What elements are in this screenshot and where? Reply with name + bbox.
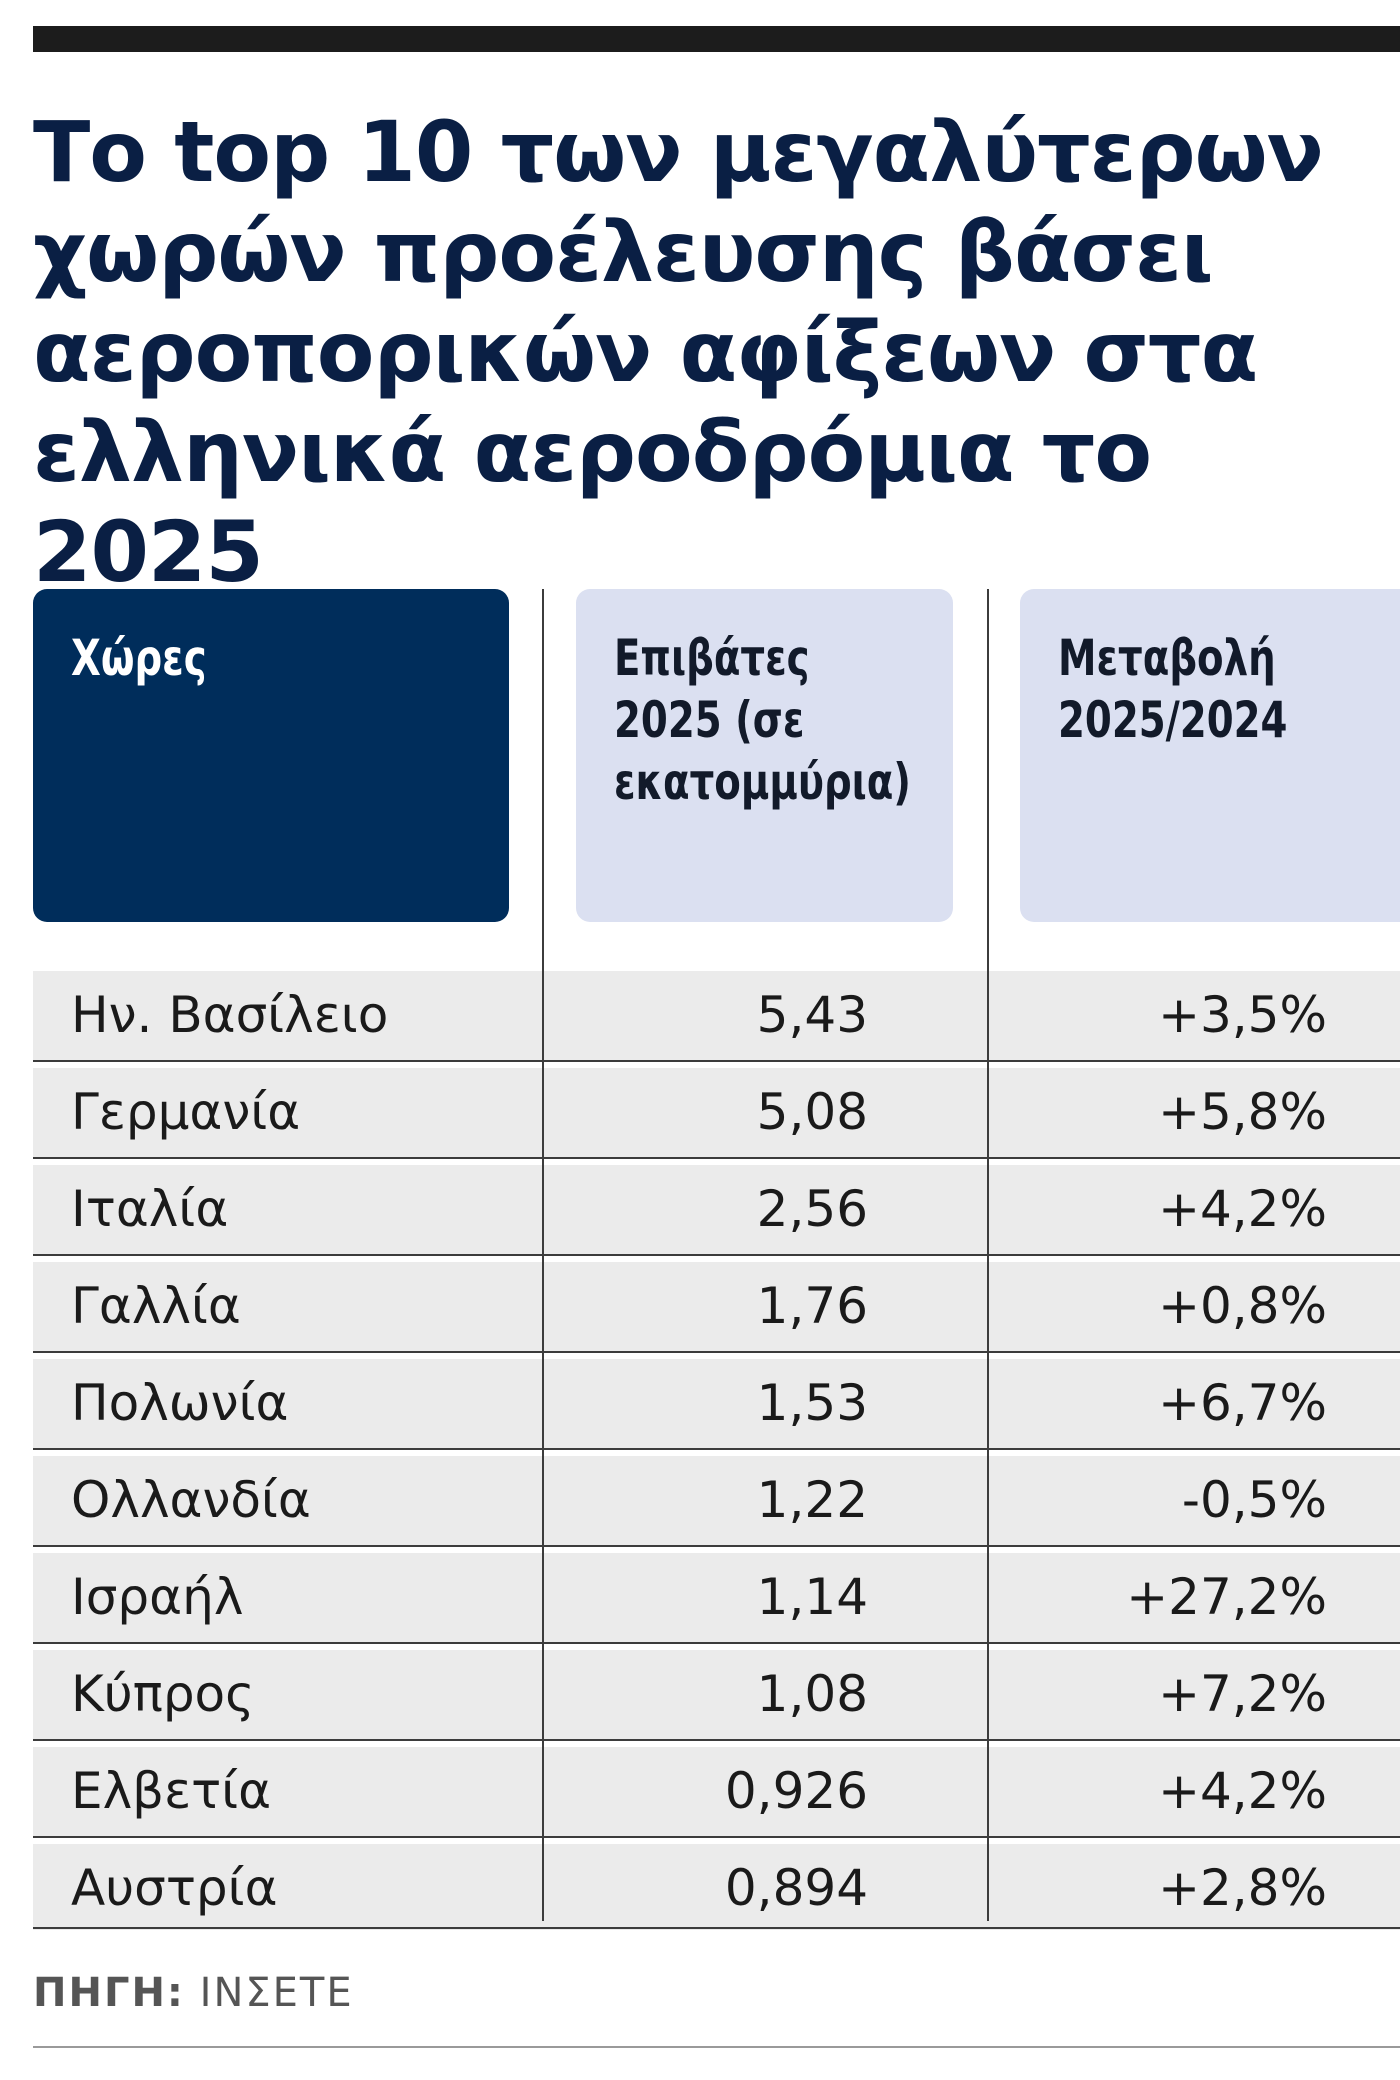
header-countries-label: Χώρες xyxy=(71,629,207,687)
table-row: Ην. Βασίλειο 5,43 +3,5% xyxy=(33,971,1400,1068)
row-separator xyxy=(33,1642,1400,1644)
row-band xyxy=(33,1068,1400,1157)
cell-change: +7,2% xyxy=(1158,1665,1327,1723)
row-band xyxy=(33,1165,1400,1254)
cell-change: +4,2% xyxy=(1158,1180,1327,1238)
cell-passengers: 1,14 xyxy=(756,1568,868,1626)
header-change-label: Μεταβολή 2025/2024 xyxy=(1058,629,1288,749)
table-row: Γαλλία 1,76 +0,8% xyxy=(33,1262,1400,1359)
table-row: Κύπρος 1,08 +7,2% xyxy=(33,1650,1400,1747)
header-passengers: Επιβάτες 2025 (σε εκατομμύρια) xyxy=(576,589,953,922)
row-separator xyxy=(33,1060,1400,1062)
row-band xyxy=(33,1262,1400,1351)
row-band xyxy=(33,1553,1400,1642)
table-row: Ολλανδία 1,22 -0,5% xyxy=(33,1456,1400,1553)
cell-country: Ελβετία xyxy=(71,1762,272,1820)
cell-country: Γερμανία xyxy=(71,1083,301,1141)
table-bottom-rule xyxy=(33,1927,1400,1929)
table-row: Πολωνία 1,53 +6,7% xyxy=(33,1359,1400,1456)
source-line: ΠΗΓΗ: ΙΝΣΕΤΕ xyxy=(33,1968,354,2018)
cell-change: +27,2% xyxy=(1126,1568,1327,1626)
cell-passengers: 1,53 xyxy=(756,1374,868,1432)
row-band xyxy=(33,1747,1400,1836)
table-body: Ην. Βασίλειο 5,43 +3,5% Γερμανία 5,08 +5,8% Ιτ… xyxy=(33,971,1400,1941)
cell-country: Κύπρος xyxy=(71,1665,255,1723)
cell-change: +0,8% xyxy=(1158,1277,1327,1335)
row-separator xyxy=(33,1254,1400,1256)
table-row: Γερμανία 5,08 +5,8% xyxy=(33,1068,1400,1165)
cell-change: +6,7% xyxy=(1158,1374,1327,1432)
cell-passengers: 5,43 xyxy=(756,986,868,1044)
cell-change: +2,8% xyxy=(1158,1859,1327,1917)
row-band xyxy=(33,1456,1400,1545)
header-countries: Χώρες xyxy=(33,589,509,922)
table-row: Ελβετία 0,926 +4,2% xyxy=(33,1747,1400,1844)
cell-country: Ην. Βασίλειο xyxy=(71,986,389,1044)
cell-passengers: 1,22 xyxy=(756,1471,868,1529)
cell-country: Ιταλία xyxy=(71,1180,229,1238)
cell-change: +5,8% xyxy=(1158,1083,1327,1141)
cell-country: Πολωνία xyxy=(71,1374,289,1432)
header-passengers-label: Επιβάτες 2025 (σε εκατομμύρια) xyxy=(614,629,911,811)
table-row: Ιταλία 2,56 +4,2% xyxy=(33,1165,1400,1262)
table-row: Αυστρία 0,894 +2,8% xyxy=(33,1844,1400,1941)
cell-country: Ολλανδία xyxy=(71,1471,311,1529)
row-separator xyxy=(33,1545,1400,1547)
row-separator xyxy=(33,1836,1400,1838)
row-band xyxy=(33,971,1400,1060)
cell-change: +3,5% xyxy=(1158,986,1327,1044)
cell-country: Γαλλία xyxy=(71,1277,241,1335)
cell-passengers: 0,894 xyxy=(724,1859,868,1917)
table-row: Ισραήλ 1,14 +27,2% xyxy=(33,1553,1400,1650)
cell-change: -0,5% xyxy=(1181,1471,1327,1529)
row-separator xyxy=(33,1739,1400,1741)
source-value: ΙΝΣΕΤΕ xyxy=(199,1970,354,2016)
column-divider-2 xyxy=(987,589,989,1921)
cell-passengers: 5,08 xyxy=(756,1083,868,1141)
cell-country: Ισραήλ xyxy=(71,1568,244,1626)
cell-passengers: 1,76 xyxy=(756,1277,868,1335)
cell-change: +4,2% xyxy=(1158,1762,1327,1820)
chart-title: Το top 10 των μεγαλύτερων χωρών προέλευσ… xyxy=(33,103,1324,601)
cell-country: Αυστρία xyxy=(71,1859,278,1917)
row-band xyxy=(33,1650,1400,1739)
cell-passengers: 2,56 xyxy=(756,1180,868,1238)
row-separator xyxy=(33,1157,1400,1159)
row-separator xyxy=(33,1351,1400,1353)
header-change: Μεταβολή 2025/2024 xyxy=(1020,589,1400,922)
row-band xyxy=(33,1844,1400,1930)
top-rule xyxy=(33,26,1400,52)
cell-passengers: 0,926 xyxy=(724,1762,868,1820)
column-divider-1 xyxy=(542,589,544,1921)
cell-passengers: 1,08 xyxy=(756,1665,868,1723)
row-separator xyxy=(33,1448,1400,1450)
source-label: ΠΗΓΗ: xyxy=(33,1970,185,2016)
row-band xyxy=(33,1359,1400,1448)
footer-rule xyxy=(33,2046,1400,2048)
